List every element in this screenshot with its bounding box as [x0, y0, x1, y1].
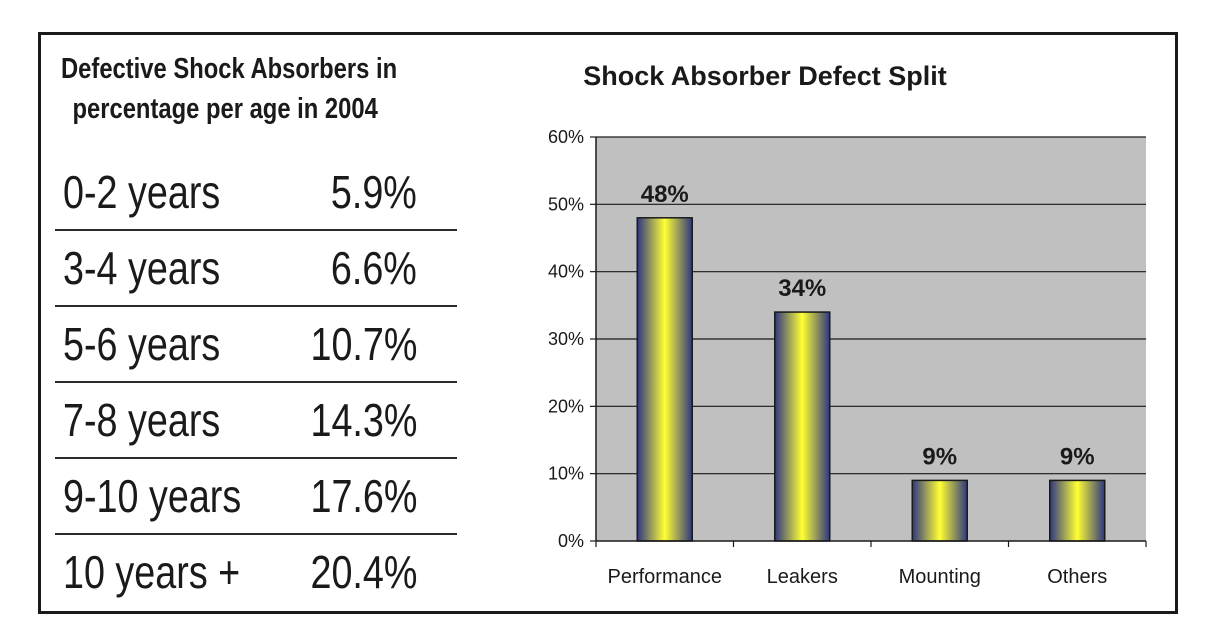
y-tick-label: 0% [558, 531, 584, 551]
data-label: 34% [778, 275, 826, 302]
y-tick-label: 50% [548, 194, 584, 214]
y-tick-label: 60% [548, 127, 584, 147]
data-label: 48% [641, 181, 689, 208]
category-labels: Performance Leakers Mounting Others [608, 566, 1108, 588]
bar [636, 217, 693, 542]
age-label: 0-2 years [63, 166, 221, 218]
table-title-line1: Defective Shock Absorbers in [61, 53, 398, 85]
bar [1049, 479, 1106, 542]
defect-percentage: 5.9% [331, 166, 417, 218]
age-label: 10 years + [63, 546, 241, 598]
category-label: Leakers [767, 566, 838, 588]
table-row: 3-4 years 6.6% [55, 231, 457, 307]
age-defect-table: 0-2 years 5.9% 3-4 years 6.6% 5-6 years … [55, 155, 457, 609]
defect-percentage: 17.6% [310, 470, 417, 522]
category-label: Performance [608, 566, 723, 588]
table-row: 0-2 years 5.9% [55, 155, 457, 231]
defect-percentage: 10.7% [310, 318, 417, 370]
table-title-line2: percentage per age in 2004 [72, 93, 378, 125]
figure-frame: Defective Shock Absorbers in percentage … [38, 32, 1178, 614]
chart-title: Shock Absorber Defect Split [583, 61, 947, 91]
y-tick-label: 40% [548, 262, 584, 282]
bars [636, 217, 1106, 542]
y-tick-label: 20% [548, 396, 584, 416]
age-label: 3-4 years [63, 242, 221, 294]
data-label: 9% [1060, 443, 1095, 470]
table-row: 9-10 years 17.6% [55, 459, 457, 535]
y-tick-label: 30% [548, 329, 584, 349]
defect-percentage: 6.6% [331, 242, 417, 294]
table-title: Defective Shock Absorbers in percentage … [61, 49, 398, 129]
age-label: 7-8 years [63, 394, 221, 446]
data-labels: 48% 34% 9% 9% [641, 181, 1095, 471]
table-row: 5-6 years 10.7% [55, 307, 457, 383]
y-tick-label: 10% [548, 464, 584, 484]
age-label: 9-10 years [63, 470, 242, 522]
bar [774, 311, 831, 542]
y-axis-ticks: 0% 10% 20% 30% 40% 50% 60% [548, 127, 596, 551]
axes [595, 137, 1147, 547]
bar [911, 479, 968, 542]
defect-percentage: 14.3% [310, 394, 417, 446]
data-label: 9% [922, 443, 957, 470]
table-row: 7-8 years 14.3% [55, 383, 457, 459]
defect-percentage: 20.4% [310, 546, 417, 598]
table-row: 10 years + 20.4% [55, 535, 457, 609]
defect-split-chart: Shock Absorber Defect Split 0% 10% 20% 30% 4… [548, 61, 1147, 588]
category-label: Others [1047, 566, 1107, 588]
age-label: 5-6 years [63, 318, 221, 370]
category-label: Mounting [899, 566, 981, 588]
